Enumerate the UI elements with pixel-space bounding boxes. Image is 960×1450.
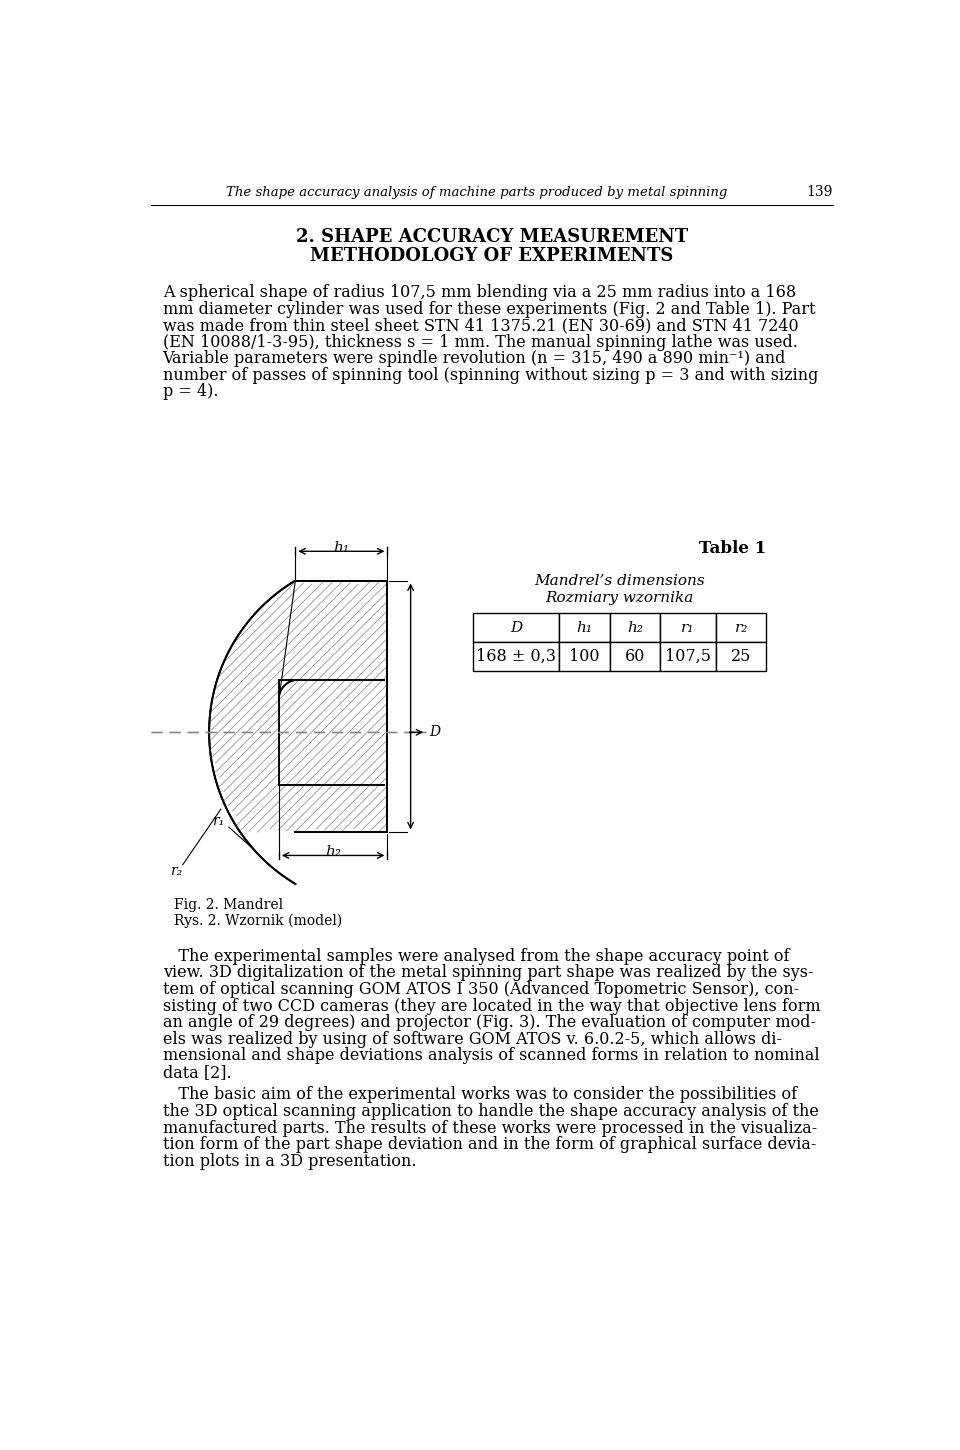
Text: was made from thin steel sheet STN 41 1375.21 (EN 30-69) and STN 41 7240: was made from thin steel sheet STN 41 13… bbox=[162, 318, 799, 334]
Bar bbox=[610, 613, 660, 642]
Text: r₂: r₂ bbox=[734, 621, 748, 635]
Text: mensional and shape deviations analysis of scanned forms in relation to nominal: mensional and shape deviations analysis … bbox=[162, 1047, 819, 1064]
Text: 168 ± 0,3: 168 ± 0,3 bbox=[476, 648, 556, 666]
Text: Variable parameters were spindle revolution (n = 315, 490 a 890 min⁻¹) and: Variable parameters were spindle revolut… bbox=[162, 351, 786, 367]
Text: (EN 10088/1-3-95), thickness s = 1 mm. The manual spinning lathe was used.: (EN 10088/1-3-95), thickness s = 1 mm. T… bbox=[162, 334, 798, 351]
Text: Mandrel’s dimensions: Mandrel’s dimensions bbox=[534, 574, 705, 589]
Bar bbox=[716, 613, 766, 642]
Text: The basic aim of the experimental works was to consider the possibilities of: The basic aim of the experimental works … bbox=[162, 1086, 797, 1103]
Bar bbox=[660, 613, 716, 642]
Text: METHODOLOGY OF EXPERIMENTS: METHODOLOGY OF EXPERIMENTS bbox=[310, 247, 674, 264]
Text: 25: 25 bbox=[731, 648, 752, 666]
Text: els was realized by using of software GOM ATOS v. 6.0.2-5, which allows di-: els was realized by using of software GO… bbox=[162, 1031, 781, 1048]
Bar bbox=[716, 642, 766, 671]
Text: tion plots in a 3D presentation.: tion plots in a 3D presentation. bbox=[162, 1153, 416, 1170]
Text: Fig. 2. Mandrel: Fig. 2. Mandrel bbox=[175, 898, 283, 912]
Text: D: D bbox=[429, 725, 441, 740]
Bar bbox=[560, 642, 610, 671]
Text: 2. SHAPE ACCURACY MEASUREMENT: 2. SHAPE ACCURACY MEASUREMENT bbox=[296, 228, 688, 247]
Bar bbox=[560, 613, 610, 642]
Text: view. 3D digitalization of the metal spinning part shape was realized by the sys: view. 3D digitalization of the metal spi… bbox=[162, 964, 813, 982]
Text: 100: 100 bbox=[569, 648, 600, 666]
Text: Table 1: Table 1 bbox=[699, 539, 766, 557]
Bar bbox=[472, 642, 560, 671]
Text: The experimental samples were analysed from the shape accuracy point of: The experimental samples were analysed f… bbox=[162, 948, 789, 964]
Text: 60: 60 bbox=[625, 648, 645, 666]
Text: sisting of two CCD cameras (they are located in the way that objective lens form: sisting of two CCD cameras (they are loc… bbox=[162, 998, 820, 1015]
Text: D: D bbox=[510, 621, 522, 635]
Text: h₁: h₁ bbox=[333, 541, 349, 554]
Text: p = 4).: p = 4). bbox=[162, 383, 218, 400]
Bar bbox=[472, 613, 560, 642]
Text: tem of optical scanning GOM ATOS I 350 (Advanced Topometric Sensor), con-: tem of optical scanning GOM ATOS I 350 (… bbox=[162, 982, 799, 998]
Text: number of passes of spinning tool (spinning without sizing p = 3 and with sizing: number of passes of spinning tool (spinn… bbox=[162, 367, 818, 384]
Text: h₂: h₂ bbox=[627, 621, 643, 635]
Text: A spherical shape of radius 107,5 mm blending via a 25 mm radius into a 168: A spherical shape of radius 107,5 mm ble… bbox=[162, 284, 796, 302]
Text: the 3D optical scanning application to handle the shape accuracy analysis of the: the 3D optical scanning application to h… bbox=[162, 1103, 819, 1119]
Text: tion form of the part shape deviation and in the form of graphical surface devia: tion form of the part shape deviation an… bbox=[162, 1137, 816, 1153]
Text: 139: 139 bbox=[806, 186, 833, 200]
Text: r₁: r₁ bbox=[682, 621, 695, 635]
Text: mm diameter cylinder was used for these experiments (Fig. 2 and Table 1). Part: mm diameter cylinder was used for these … bbox=[162, 300, 815, 318]
Text: The shape accuracy analysis of machine parts produced by metal spinning: The shape accuracy analysis of machine p… bbox=[226, 186, 727, 199]
Text: Rozmiary wzornika: Rozmiary wzornika bbox=[545, 592, 694, 605]
Text: an angle of 29 degrees) and projector (Fig. 3). The evaluation of computer mod-: an angle of 29 degrees) and projector (F… bbox=[162, 1014, 816, 1031]
Text: r₁: r₁ bbox=[212, 813, 224, 828]
Text: data [2].: data [2]. bbox=[162, 1064, 231, 1080]
Bar bbox=[660, 642, 716, 671]
Text: Rys. 2. Wzornik (model): Rys. 2. Wzornik (model) bbox=[175, 914, 343, 928]
Text: 107,5: 107,5 bbox=[665, 648, 711, 666]
Text: h₂: h₂ bbox=[325, 845, 341, 858]
Text: r₂: r₂ bbox=[170, 864, 182, 877]
Text: manufactured parts. The results of these works were processed in the visualiza-: manufactured parts. The results of these… bbox=[162, 1119, 817, 1137]
Text: h₁: h₁ bbox=[577, 621, 592, 635]
Bar bbox=[610, 642, 660, 671]
